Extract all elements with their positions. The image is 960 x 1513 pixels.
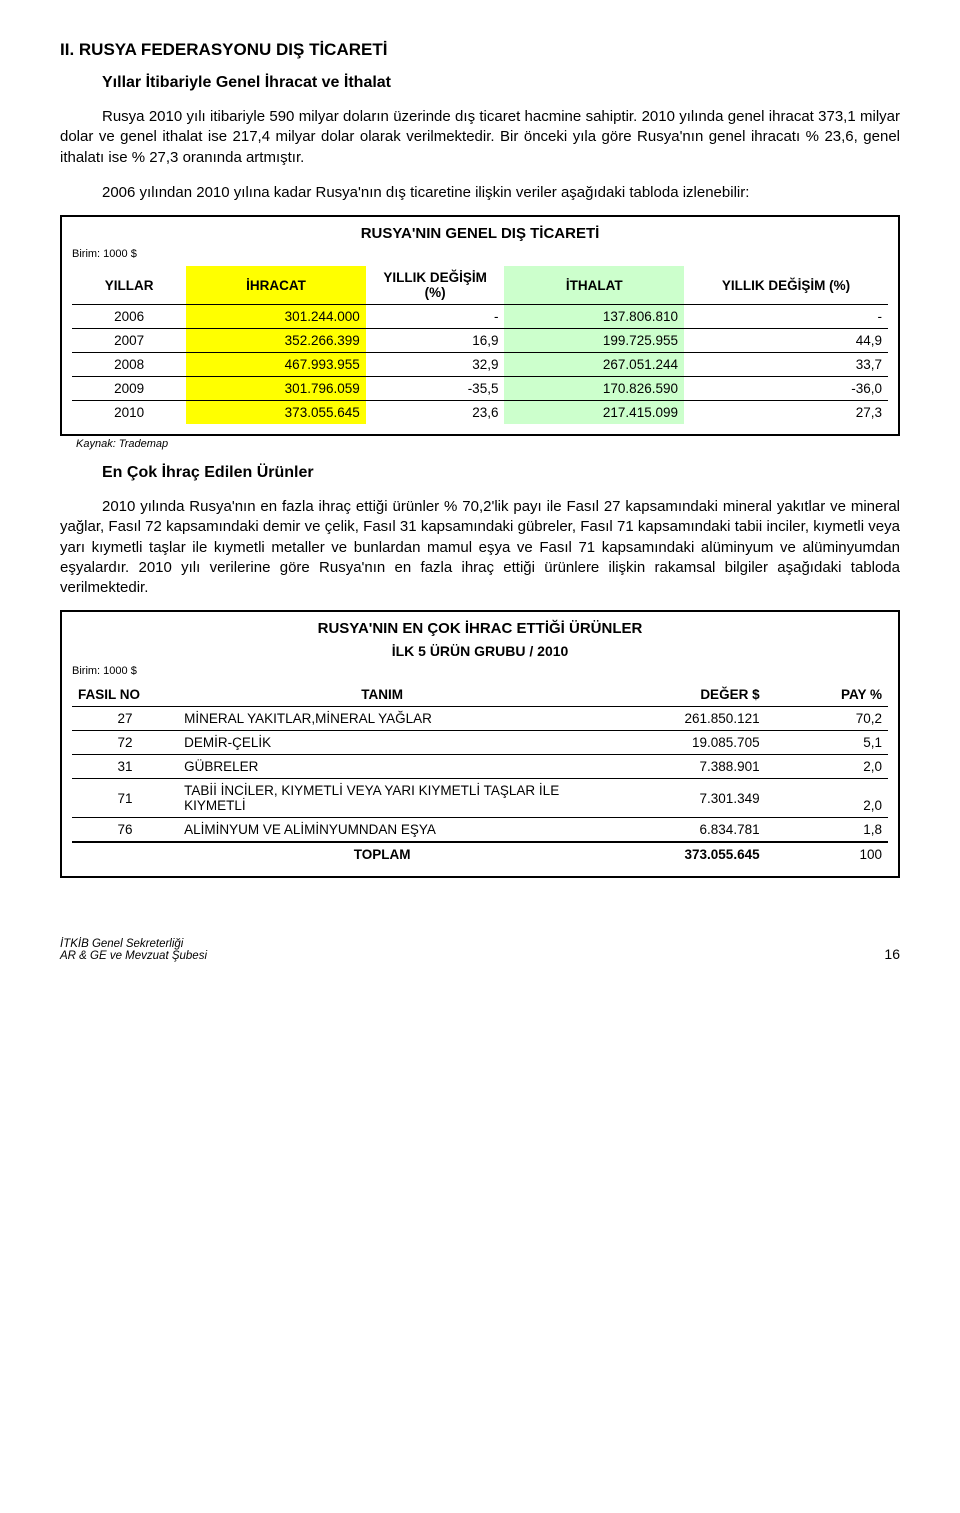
cell: 5,1 (766, 731, 888, 755)
table2-h3: PAY % (766, 683, 888, 707)
table1-title: RUSYA'NIN GENEL DIŞ TİCARETİ (72, 225, 888, 242)
cell: 2009 (72, 377, 186, 401)
cell: 2,0 (766, 779, 888, 818)
table2-total-row: TOPLAM 373.055.645 100 (72, 842, 888, 866)
table-row: 76 ALİMİNYUM VE ALİMİNYUMNDAN EŞYA 6.834… (72, 818, 888, 843)
cell: 261.850.121 (586, 707, 766, 731)
cell: 301.796.059 (186, 377, 366, 401)
paragraph-2: 2006 yılından 2010 yılına kadar Rusya'nı… (60, 183, 900, 203)
cell: 27,3 (684, 401, 888, 425)
cell: 2010 (72, 401, 186, 425)
cell: ALİMİNYUM VE ALİMİNYUMNDAN EŞYA (178, 818, 586, 843)
table-row: 2006 301.244.000 - 137.806.810 - (72, 305, 888, 329)
cell: - (684, 305, 888, 329)
cell: 7.388.901 (586, 755, 766, 779)
cell: 16,9 (366, 329, 505, 353)
cell: 70,2 (766, 707, 888, 731)
section-title: II. RUSYA FEDERASYONU DIŞ TİCARETİ (60, 40, 900, 60)
cell: 72 (72, 731, 178, 755)
table-row: 31 GÜBRELER 7.388.901 2,0 (72, 755, 888, 779)
paragraph-3: 2010 yılında Rusya'nın en fazla ihraç et… (60, 497, 900, 598)
table1-h0: YILLAR (72, 266, 186, 305)
cell: DEMİR-ÇELİK (178, 731, 586, 755)
cell: 27 (72, 707, 178, 731)
table2-h1: TANIM (178, 683, 586, 707)
table1-header-row: YILLAR İHRACAT YILLIK DEĞİŞİM (%) İTHALA… (72, 266, 888, 305)
table1: YILLAR İHRACAT YILLIK DEĞİŞİM (%) İTHALA… (72, 266, 888, 424)
table-row: 71 TABİİ İNCİLER, KIYMETLİ VEYA YARI KIY… (72, 779, 888, 818)
footer-left: İTKİB Genel Sekreterliği AR & GE ve Mevz… (60, 938, 207, 962)
table2-header-row: FASIL NO TANIM DEĞER $ PAY % (72, 683, 888, 707)
cell: 19.085.705 (586, 731, 766, 755)
cell: 7.301.349 (586, 779, 766, 818)
footer-line2: AR & GE ve Mevzuat Şubesi (60, 950, 207, 962)
cell: 76 (72, 818, 178, 843)
table1-container: RUSYA'NIN GENEL DIŞ TİCARETİ Birim: 1000… (60, 215, 900, 436)
table2-subtitle: İLK 5 ÜRÜN GRUBU / 2010 (72, 643, 888, 659)
total-value: 373.055.645 (586, 842, 766, 866)
table-row: 2010 373.055.645 23,6 217.415.099 27,3 (72, 401, 888, 425)
cell: 137.806.810 (504, 305, 684, 329)
cell: 373.055.645 (186, 401, 366, 425)
table1-h4: YILLIK DEĞİŞİM (%) (684, 266, 888, 305)
cell: 301.244.000 (186, 305, 366, 329)
table1-source: Kaynak: Trademap (76, 438, 900, 450)
footer-line1: İTKİB Genel Sekreterliği (60, 938, 207, 950)
cell: TABİİ İNCİLER, KIYMETLİ VEYA YARI KIYMET… (178, 779, 586, 818)
page-number: 16 (884, 946, 900, 962)
cell: MİNERAL YAKITLAR,MİNERAL YAĞLAR (178, 707, 586, 731)
table2-h2: DEĞER $ (586, 683, 766, 707)
cell: 1,8 (766, 818, 888, 843)
table2: FASIL NO TANIM DEĞER $ PAY % 27 MİNERAL … (72, 683, 888, 866)
cell: -35,5 (366, 377, 505, 401)
cell-empty (72, 842, 178, 866)
cell: - (366, 305, 505, 329)
cell: 352.266.399 (186, 329, 366, 353)
subtitle: Yıllar İtibariyle Genel İhracat ve İthal… (102, 74, 900, 92)
cell: 23,6 (366, 401, 505, 425)
table2-container: RUSYA'NIN EN ÇOK İHRAC ETTİĞİ ÜRÜNLER İL… (60, 610, 900, 878)
cell: 467.993.955 (186, 353, 366, 377)
table2-title: RUSYA'NIN EN ÇOK İHRAC ETTİĞİ ÜRÜNLER (72, 620, 888, 637)
table1-h3: İTHALAT (504, 266, 684, 305)
cell: 217.415.099 (504, 401, 684, 425)
table2-h0: FASIL NO (72, 683, 178, 707)
cell: 31 (72, 755, 178, 779)
table1-h1: İHRACAT (186, 266, 366, 305)
cell: 2008 (72, 353, 186, 377)
cell: 2,0 (766, 755, 888, 779)
cell: GÜBRELER (178, 755, 586, 779)
total-label: TOPLAM (178, 842, 586, 866)
cell: 199.725.955 (504, 329, 684, 353)
cell: 33,7 (684, 353, 888, 377)
cell: 71 (72, 779, 178, 818)
table-row: 2008 467.993.955 32,9 267.051.244 33,7 (72, 353, 888, 377)
table-row: 2007 352.266.399 16,9 199.725.955 44,9 (72, 329, 888, 353)
table-row: 27 MİNERAL YAKITLAR,MİNERAL YAĞLAR 261.8… (72, 707, 888, 731)
cell: 6.834.781 (586, 818, 766, 843)
cell: 2007 (72, 329, 186, 353)
cell: 2006 (72, 305, 186, 329)
page-footer: İTKİB Genel Sekreterliği AR & GE ve Mevz… (60, 938, 900, 962)
table1-h2: YILLIK DEĞİŞİM (%) (366, 266, 505, 305)
table1-unit: Birim: 1000 $ (72, 248, 888, 260)
paragraph-1: Rusya 2010 yılı itibariyle 590 milyar do… (60, 107, 900, 168)
subhead: En Çok İhraç Edilen Ürünler (102, 464, 900, 482)
cell: 32,9 (366, 353, 505, 377)
table-row: 2009 301.796.059 -35,5 170.826.590 -36,0 (72, 377, 888, 401)
table-row: 72 DEMİR-ÇELİK 19.085.705 5,1 (72, 731, 888, 755)
cell: 170.826.590 (504, 377, 684, 401)
table2-unit: Birim: 1000 $ (72, 665, 888, 677)
cell: 44,9 (684, 329, 888, 353)
cell: 267.051.244 (504, 353, 684, 377)
total-pct: 100 (766, 842, 888, 866)
cell: -36,0 (684, 377, 888, 401)
